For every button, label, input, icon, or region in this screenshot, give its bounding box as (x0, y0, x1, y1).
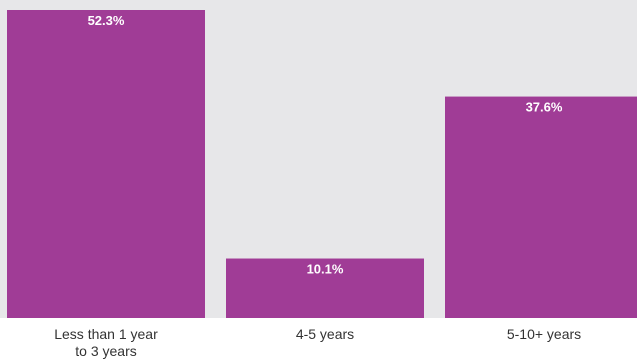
bar-group: 52.3% 10.1% 37.6% (7, 10, 637, 318)
value-label-2: 37.6% (526, 100, 563, 115)
category-label-1: 4-5 years (295, 326, 355, 342)
category-label-0: Less than 1 year to 3 years (54, 326, 158, 359)
value-label-1: 10.1% (307, 262, 344, 277)
bar-0 (7, 10, 205, 318)
bar-2 (445, 96, 637, 318)
value-label-0: 52.3% (88, 13, 125, 28)
bar-1 (226, 258, 424, 318)
category-label-2: 5-10+ years (506, 326, 582, 342)
plot-area: 52.3% 10.1% 37.6% (0, 0, 637, 318)
